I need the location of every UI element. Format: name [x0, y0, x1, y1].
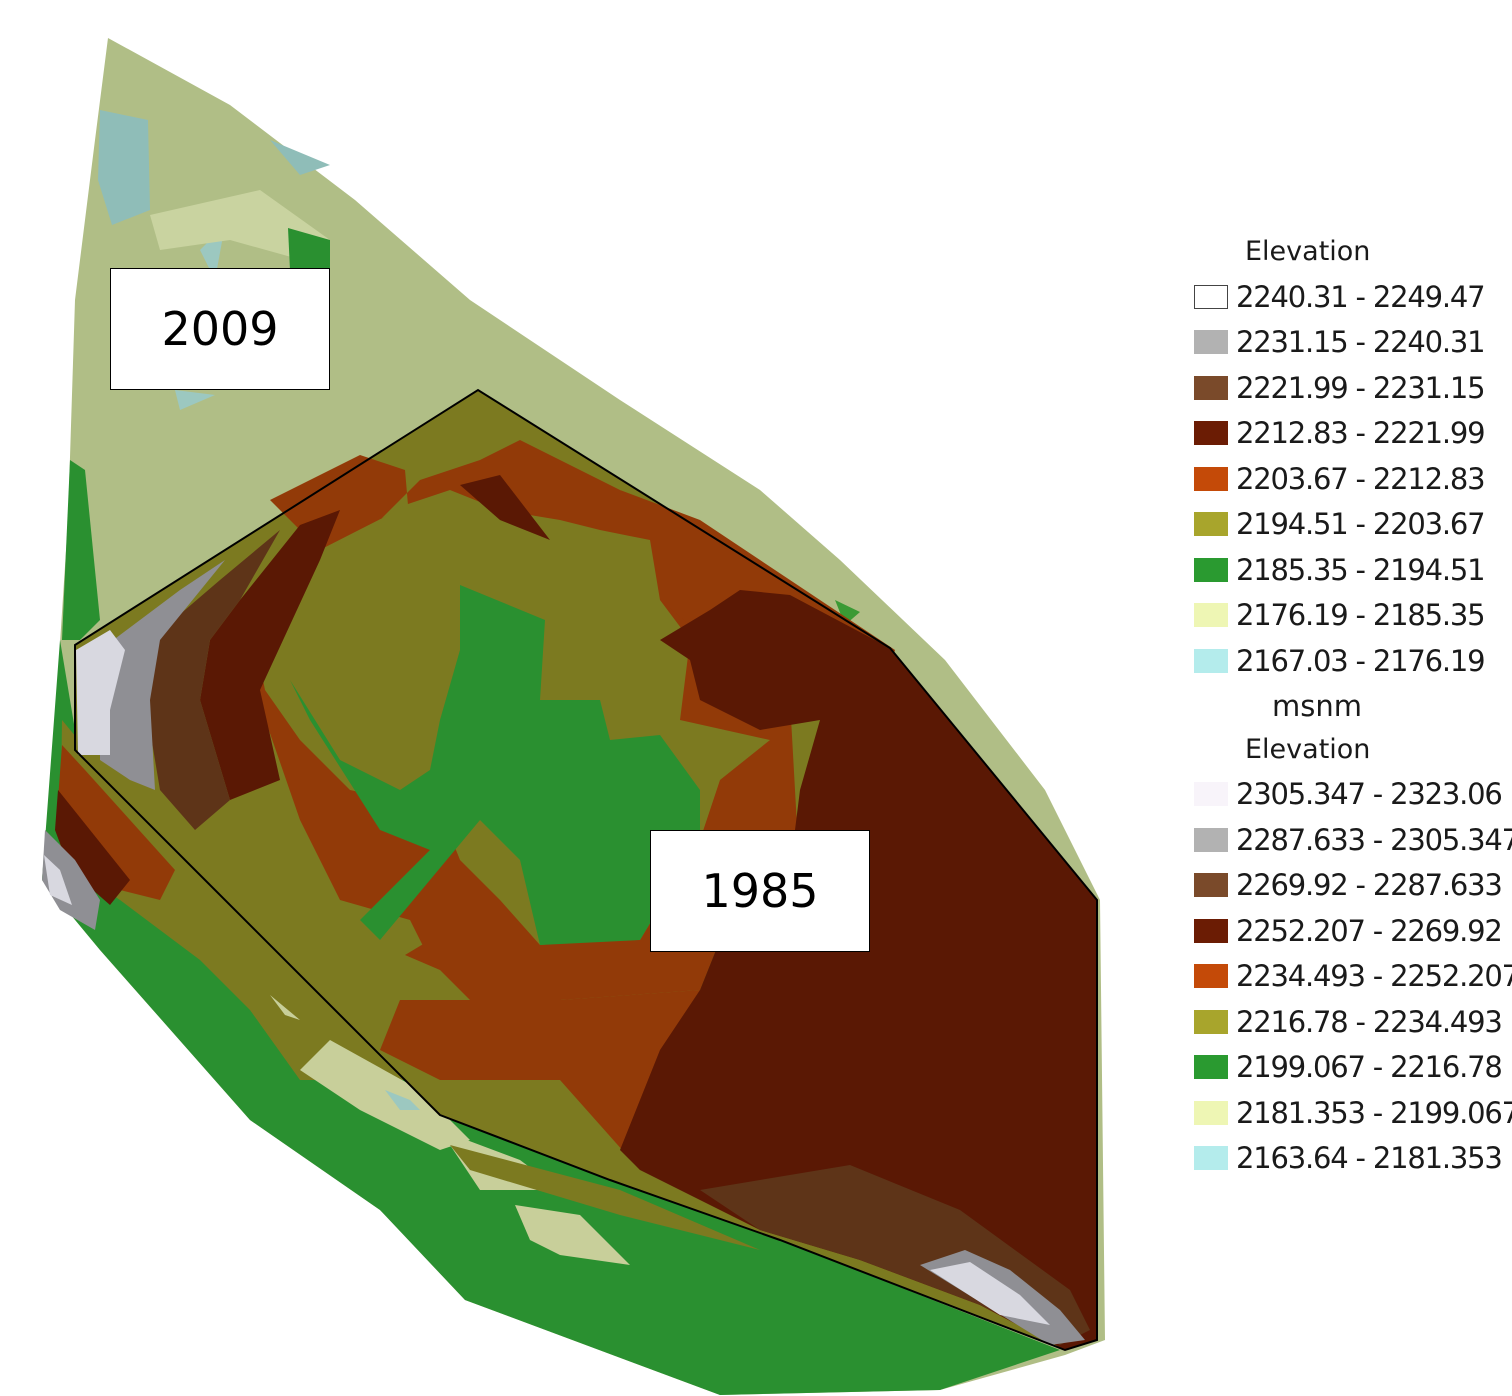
legend-item: 2203.67 - 2212.83 — [1190, 456, 1512, 502]
legend-range-label: 2163.64 - 2181.353 — [1236, 1141, 1503, 1176]
year-label-1985: 1985 — [650, 830, 870, 952]
legend-item: 2199.067 - 2216.78 — [1190, 1045, 1512, 1091]
legend-swatch — [1194, 1100, 1228, 1125]
legend-swatch — [1194, 648, 1228, 673]
legend-swatch — [1194, 512, 1228, 537]
outer-cyan-patch — [175, 390, 215, 410]
legend-item: 2163.64 - 2181.353 — [1190, 1136, 1512, 1182]
gray-band — [42, 830, 100, 930]
dark-band — [55, 790, 130, 905]
green-zone — [290, 585, 700, 945]
legend-swatch — [1194, 918, 1228, 943]
legend-range-label: 2176.19 - 2185.35 — [1236, 598, 1486, 633]
legend-range-label: 2305.347 - 2323.06 — [1236, 777, 1503, 812]
legend-item: 2234.493 - 2252.207 — [1190, 954, 1512, 1000]
legend-range-label: 2199.067 - 2216.78 — [1236, 1050, 1503, 1085]
legend-2009-list: 2240.31 - 2249.47 2231.15 - 2240.31 2221.9… — [1190, 274, 1512, 684]
legend-1985-list: 2305.347 - 2323.06 2287.633 - 2305.347 226… — [1190, 772, 1512, 1182]
legend-unit: msnm — [1272, 688, 1362, 723]
legend-swatch — [1194, 782, 1228, 807]
legend-swatch — [1194, 827, 1228, 852]
legend-item: 2252.207 - 2269.92 — [1190, 908, 1512, 954]
legend-title-1985: Elevation — [1245, 733, 1371, 765]
legend-item: 2167.03 - 2176.19 — [1190, 638, 1512, 684]
legend-swatch — [1194, 873, 1228, 898]
year-label-2009: 2009 — [110, 268, 330, 390]
legend-range-label: 2181.353 - 2199.067 — [1236, 1095, 1512, 1130]
legend-swatch — [1194, 330, 1228, 355]
legend-swatch — [1194, 1009, 1228, 1034]
legend-range-label: 2185.35 - 2194.51 — [1236, 552, 1486, 587]
legend-item: 2176.19 - 2185.35 — [1190, 593, 1512, 639]
legend-item: 2181.353 - 2199.067 — [1190, 1090, 1512, 1136]
legend-range-label: 2269.92 - 2287.633 — [1236, 868, 1503, 903]
legend-swatch — [1194, 557, 1228, 582]
legend-range-label: 2234.493 - 2252.207 — [1236, 959, 1512, 994]
legend: Elevation 2240.31 - 2249.47 2231.15 - 224… — [1190, 230, 1512, 1181]
olive-strip — [450, 1145, 760, 1250]
legend-range-label: 2216.78 - 2234.493 — [1236, 1004, 1503, 1039]
legend-swatch — [1194, 284, 1228, 309]
legend-range-label: 2194.51 - 2203.67 — [1236, 507, 1486, 542]
legend-swatch — [1194, 466, 1228, 491]
elevation-map — [42, 38, 1105, 1395]
legend-swatch — [1194, 603, 1228, 628]
boundary-1985 — [74, 388, 1098, 1352]
legend-range-label: 2212.83 - 2221.99 — [1236, 416, 1486, 451]
gray-band — [100, 560, 225, 790]
outer-green-patch — [288, 228, 330, 270]
outer-cyan-patch — [270, 140, 330, 175]
cyan-patch — [385, 1090, 420, 1110]
legend-item: 2287.633 - 2305.347 — [1190, 817, 1512, 863]
lightgray-band — [44, 855, 72, 905]
legend-swatch — [1194, 375, 1228, 400]
legend-swatch — [1194, 1055, 1228, 1080]
legend-item: 2305.347 - 2323.06 — [1190, 772, 1512, 818]
darkbrown-zone — [620, 590, 1097, 1350]
legend-range-label: 2203.67 - 2212.83 — [1236, 461, 1486, 496]
legend-item: 2221.99 - 2231.15 — [1190, 365, 1512, 411]
darkbrown-strip — [200, 510, 340, 800]
outer-light-patch — [150, 190, 330, 265]
orange-band — [58, 745, 175, 900]
legend-swatch — [1194, 1146, 1228, 1171]
legend-item: 2194.51 - 2203.67 — [1190, 502, 1512, 548]
legend-swatch — [1194, 421, 1228, 446]
legend-range-label: 2221.99 - 2231.15 — [1236, 370, 1486, 405]
darkbrown-spot — [460, 475, 550, 540]
legend-range-label: 2287.633 - 2305.347 — [1236, 822, 1512, 857]
legend-range-label: 2252.207 - 2269.92 — [1236, 913, 1503, 948]
legend-item: 2231.15 - 2240.31 — [1190, 320, 1512, 366]
orange-spot — [405, 940, 440, 970]
outer-cyan-patch — [98, 110, 150, 225]
legend-item: 2216.78 - 2234.493 — [1190, 999, 1512, 1045]
outer-green-strip — [835, 600, 860, 625]
legend-item: 2185.35 - 2194.51 — [1190, 547, 1512, 593]
legend-item: 2212.83 - 2221.99 — [1190, 411, 1512, 457]
legend-range-label: 2231.15 - 2240.31 — [1236, 325, 1486, 360]
light-patch — [300, 1040, 470, 1150]
outer-green-strip — [62, 460, 100, 640]
legend-item: 2240.31 - 2249.47 — [1190, 274, 1512, 320]
legend-swatch — [1194, 964, 1228, 989]
lightgray-band — [76, 630, 125, 755]
lightgray-lower — [930, 1262, 1050, 1325]
legend-title-2009: Elevation — [1245, 236, 1371, 267]
legend-range-label: 2240.31 - 2249.47 — [1236, 279, 1486, 314]
legend-range-label: 2167.03 - 2176.19 — [1236, 643, 1486, 678]
brown-band — [145, 530, 280, 830]
legend-item: 2269.92 - 2287.633 — [1190, 863, 1512, 909]
light-patch — [515, 1205, 630, 1265]
light-patch — [270, 995, 300, 1020]
